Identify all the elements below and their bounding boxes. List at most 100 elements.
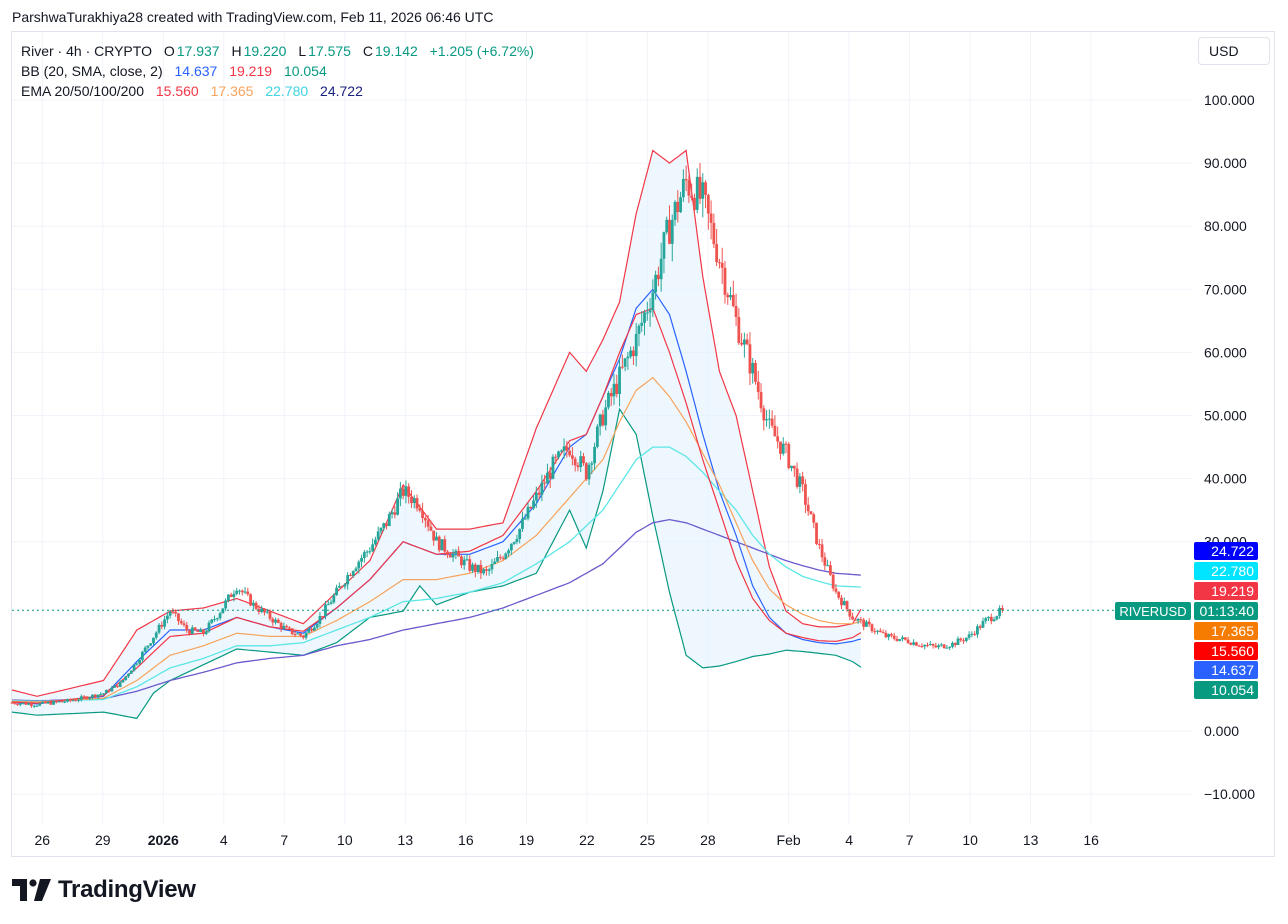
candle-body	[307, 628, 311, 633]
candle	[368, 547, 372, 555]
candle	[931, 643, 935, 649]
candle	[1000, 605, 1004, 613]
candle-body	[656, 274, 660, 280]
candle-body	[335, 587, 338, 596]
candle-body	[332, 595, 336, 603]
candle	[351, 570, 355, 578]
y-tick-label: 80.000	[1204, 218, 1247, 234]
candle	[942, 644, 946, 649]
candle	[801, 471, 805, 492]
currency-button[interactable]: USD	[1198, 37, 1270, 65]
candle-body	[781, 443, 785, 454]
candle	[695, 168, 699, 214]
candle-body	[226, 594, 230, 601]
candle-body	[177, 613, 180, 622]
candle-body	[679, 197, 682, 213]
candle	[937, 643, 940, 650]
candle-body	[326, 604, 330, 606]
candle-body	[626, 356, 630, 359]
candle	[901, 635, 904, 642]
candle	[407, 483, 411, 504]
candle-body	[462, 559, 466, 566]
candle	[815, 522, 818, 546]
candle	[457, 546, 461, 557]
candle	[781, 437, 785, 456]
candle-body	[648, 310, 652, 313]
candle	[432, 530, 436, 546]
x-tick-label: 16	[458, 832, 474, 848]
price-tag-box	[1194, 661, 1258, 679]
candle-body	[651, 292, 655, 311]
candle-body	[676, 201, 680, 213]
price-tag: 17.365	[1194, 622, 1258, 640]
candle-body	[587, 464, 591, 480]
candle-body	[365, 551, 369, 553]
candle	[629, 346, 633, 359]
candle-body	[973, 633, 977, 635]
candle	[152, 637, 155, 646]
candle-body	[698, 176, 702, 199]
candle-body	[124, 676, 128, 681]
candle-body	[512, 541, 516, 544]
ema-label[interactable]: EMA 20/50/100/200	[21, 83, 144, 99]
candle-body	[93, 694, 97, 698]
candle-body	[410, 496, 413, 504]
candle-body	[546, 472, 549, 484]
candle	[912, 639, 916, 646]
candle-body	[684, 178, 688, 181]
candle	[662, 231, 666, 274]
candle	[127, 673, 130, 679]
price-tag-text: 15.560	[1211, 643, 1254, 659]
candle	[135, 662, 139, 666]
symbol-label[interactable]: River · 4h · CRYPTO	[21, 43, 152, 59]
candle-body	[446, 551, 449, 556]
candle-body	[171, 611, 175, 613]
candle	[268, 609, 272, 622]
candle	[909, 641, 913, 646]
candle-body	[482, 569, 486, 574]
candle-body	[754, 362, 757, 382]
candle	[709, 200, 713, 240]
candle-body	[615, 383, 619, 394]
candle	[718, 258, 721, 269]
candle-body	[321, 616, 325, 618]
price-tag-box	[1194, 681, 1258, 699]
bb-label[interactable]: BB (20, SMA, close, 2)	[21, 63, 163, 79]
x-tick-label: 4	[845, 832, 853, 848]
candle	[307, 627, 311, 634]
candle	[654, 270, 658, 300]
candle	[817, 539, 821, 550]
tradingview-logo-icon	[12, 879, 51, 901]
candle	[52, 700, 56, 706]
candle	[498, 554, 502, 561]
bb-upper-line	[11, 149, 862, 697]
candle-body	[104, 689, 108, 694]
candle	[964, 637, 968, 643]
candle-body	[243, 591, 247, 593]
candle-body	[612, 383, 616, 397]
candle-body	[265, 611, 269, 613]
candle-body	[978, 626, 982, 628]
candle-body	[762, 408, 766, 421]
candle-body	[254, 602, 258, 609]
tradingview-logo[interactable]: TradingView	[12, 876, 196, 904]
candle	[437, 535, 441, 553]
candle-body	[718, 262, 721, 264]
ema100-line	[11, 446, 861, 702]
candle	[426, 514, 430, 532]
candle	[515, 534, 519, 545]
candle	[146, 645, 150, 651]
candle-body	[579, 456, 583, 468]
candle	[559, 449, 563, 453]
candle	[862, 617, 866, 631]
candle-body	[890, 634, 893, 636]
candle-body	[218, 613, 222, 619]
candle-body	[32, 705, 36, 707]
candle-body	[343, 584, 347, 587]
candle	[701, 173, 705, 218]
candle	[546, 463, 549, 484]
candle-body	[496, 557, 499, 562]
candle-body	[632, 350, 635, 357]
price-tag-text: 14.637	[1211, 662, 1254, 678]
